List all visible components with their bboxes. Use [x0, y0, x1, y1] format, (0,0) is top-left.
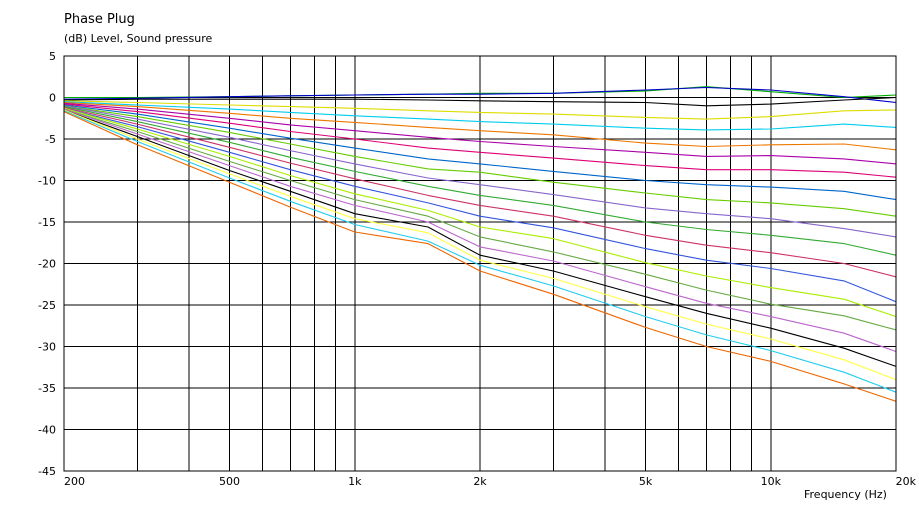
plot-frame: [63, 55, 897, 472]
x-tick-label: 2k: [473, 475, 487, 488]
series-line: [63, 108, 897, 331]
y-tick-label: -45: [38, 465, 56, 478]
chart-title: Phase Plug: [64, 12, 135, 27]
series-line: [63, 105, 897, 217]
y-tick-label: -35: [38, 382, 56, 395]
series-line: [63, 109, 897, 381]
x-tick-label: 500: [219, 475, 240, 488]
y-tick-label: -20: [38, 258, 56, 271]
x-tick-label: 200: [64, 475, 85, 488]
y-tick-label: -40: [38, 424, 56, 437]
y-tick-label: -25: [38, 299, 56, 312]
series-line: [63, 101, 897, 151]
y-tick-label: -30: [38, 341, 56, 354]
series-line: [63, 108, 897, 353]
series-line: [63, 107, 897, 303]
series-line: [63, 109, 897, 367]
series-line: [63, 101, 897, 131]
series-line: [63, 103, 897, 178]
series-line: [63, 96, 897, 107]
series-line: [63, 111, 897, 402]
series-line: [63, 104, 897, 201]
series-line: [63, 100, 897, 120]
x-tick-label: 1k: [348, 475, 362, 488]
y-tick-label: -10: [38, 175, 56, 188]
series-line: [63, 86, 897, 104]
y-tick-label: 0: [49, 92, 56, 105]
series-line: [63, 107, 897, 318]
x-tick-labels: 200 500 1k 2k 5k 10k 20k: [64, 475, 917, 488]
x-tick-label: 5k: [639, 475, 653, 488]
series-line: [63, 106, 897, 256]
series-line: [63, 106, 897, 278]
y-tick-label: -5: [45, 133, 56, 146]
y-tick-label: 5: [49, 50, 56, 63]
y-axis-label: (dB) Level, Sound pressure: [64, 32, 213, 45]
series-line: [63, 110, 897, 393]
y-tick-label: -15: [38, 216, 56, 229]
series-line: [63, 102, 897, 165]
x-tick-label: 10k: [761, 475, 782, 488]
x-axis-label: Frequency (Hz): [804, 488, 887, 501]
series-line: [63, 105, 897, 238]
x-tick-label: 20k: [896, 475, 917, 488]
series-lines: [63, 86, 897, 402]
y-tick-labels: 5 0 -5 -10 -15 -20 -25 -30 -35 -40 -45: [38, 50, 56, 478]
